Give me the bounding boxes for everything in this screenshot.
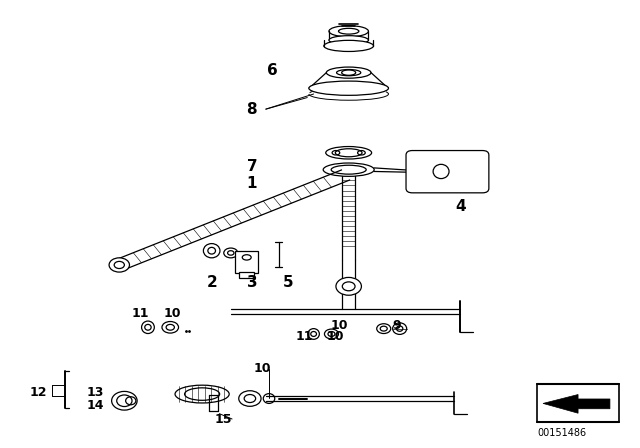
- Ellipse shape: [224, 248, 238, 258]
- Ellipse shape: [329, 26, 369, 37]
- Text: 6: 6: [267, 63, 278, 78]
- Text: 14: 14: [87, 399, 104, 412]
- FancyBboxPatch shape: [406, 151, 489, 193]
- Ellipse shape: [433, 164, 449, 179]
- Ellipse shape: [263, 394, 275, 404]
- Text: 11: 11: [132, 306, 149, 319]
- Text: 2: 2: [206, 275, 217, 290]
- Bar: [236, 251, 258, 273]
- Ellipse shape: [309, 81, 388, 95]
- Polygon shape: [543, 395, 610, 413]
- Ellipse shape: [326, 67, 371, 78]
- Text: 10: 10: [163, 306, 181, 319]
- Ellipse shape: [141, 321, 154, 333]
- Text: 4: 4: [455, 199, 465, 214]
- Ellipse shape: [162, 322, 179, 333]
- Text: 12: 12: [29, 386, 47, 399]
- Text: 10: 10: [330, 319, 348, 332]
- Text: 10: 10: [326, 330, 344, 343]
- Text: 00151486: 00151486: [538, 428, 587, 438]
- Ellipse shape: [393, 323, 406, 334]
- Ellipse shape: [308, 329, 319, 339]
- Ellipse shape: [326, 146, 372, 159]
- Ellipse shape: [175, 385, 229, 403]
- Ellipse shape: [324, 40, 374, 52]
- Ellipse shape: [109, 258, 129, 272]
- Ellipse shape: [329, 36, 369, 44]
- Text: 13: 13: [87, 386, 104, 399]
- Text: 5: 5: [283, 275, 294, 290]
- Ellipse shape: [204, 244, 220, 258]
- Bar: [239, 272, 254, 278]
- Text: 8: 8: [246, 102, 257, 116]
- Text: 11: 11: [295, 330, 313, 343]
- Text: 7: 7: [246, 159, 257, 174]
- Bar: [537, 384, 620, 422]
- Text: 15: 15: [214, 413, 232, 426]
- Ellipse shape: [336, 277, 362, 295]
- Text: 10: 10: [254, 362, 271, 375]
- Ellipse shape: [239, 391, 261, 406]
- Ellipse shape: [377, 324, 391, 333]
- Ellipse shape: [323, 163, 374, 177]
- Text: 3: 3: [246, 275, 257, 290]
- Ellipse shape: [324, 329, 339, 339]
- Text: 1: 1: [246, 176, 257, 190]
- Ellipse shape: [111, 392, 137, 410]
- Text: 9: 9: [392, 319, 401, 332]
